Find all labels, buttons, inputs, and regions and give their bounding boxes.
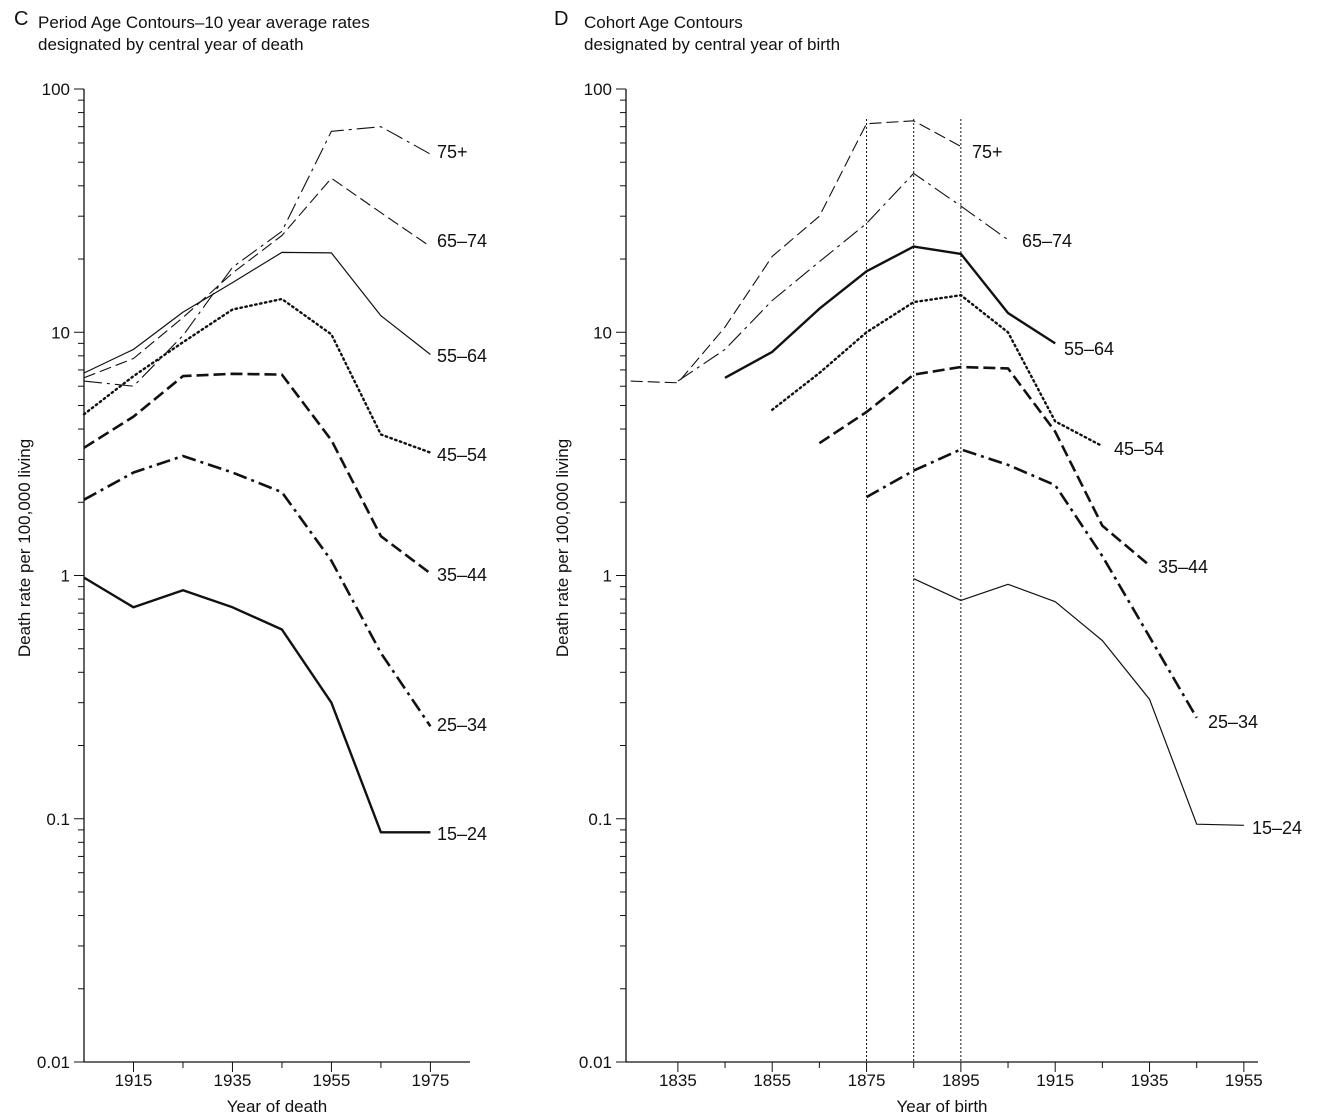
chart-d-x-axis-label: Year of birth bbox=[896, 1097, 987, 1116]
chart-d-y-tick-label: 10 bbox=[593, 323, 612, 342]
chart-c-y-tick-label: 0.01 bbox=[37, 1053, 70, 1072]
chart-d-y-tick-label: 0.01 bbox=[579, 1053, 612, 1072]
chart-c-y-tick-label: 100 bbox=[42, 80, 70, 99]
chart-d-series-label: 15–24 bbox=[1252, 818, 1302, 838]
chart-d-y-tick-label: 100 bbox=[584, 80, 612, 99]
chart-c-series-label: 45–54 bbox=[437, 445, 487, 465]
chart-c-x-tick-label: 1915 bbox=[115, 1071, 153, 1090]
chart-d-x-tick-label: 1915 bbox=[1036, 1071, 1074, 1090]
chart-c-series-label: 65–74 bbox=[437, 231, 487, 251]
chart-d-x-tick-label: 1855 bbox=[753, 1071, 791, 1090]
chart-c-series-label: 35–44 bbox=[437, 565, 487, 585]
chart-d-y-tick-label: 1 bbox=[603, 567, 612, 586]
chart-c-series-label: 15–24 bbox=[437, 824, 487, 844]
chart-c-x-tick-label: 1975 bbox=[411, 1071, 449, 1090]
chart-d-series-line bbox=[913, 578, 1244, 826]
panel-d-title: Cohort Age Contours designated by centra… bbox=[584, 13, 841, 54]
chart-c-y-axis-label: Death rate per 100,000 living bbox=[15, 439, 34, 657]
chart-c-series-line bbox=[83, 126, 431, 387]
chart-d-x-tick-label: 1955 bbox=[1225, 1071, 1263, 1090]
chart-c-series-line bbox=[83, 576, 431, 834]
panel-c-title: Period Age Contours–10 year average rate… bbox=[38, 13, 370, 54]
chart-d-x-tick-label: 1935 bbox=[1131, 1071, 1169, 1090]
chart-c-series-line bbox=[83, 177, 431, 379]
chart-d-series-label: 55–64 bbox=[1064, 339, 1114, 359]
chart-d-series-label: 45–54 bbox=[1114, 439, 1164, 459]
chart-d-x-tick-label: 1895 bbox=[942, 1071, 980, 1090]
chart-c-series-line bbox=[83, 372, 432, 575]
chart-c-series-label: 25–34 bbox=[437, 715, 487, 735]
chart-c-x-axis-label: Year of death bbox=[227, 1097, 328, 1116]
chart-d-series-line bbox=[865, 448, 1198, 719]
chart-d-x-tick-label: 1835 bbox=[659, 1071, 697, 1090]
chart-d-series-line bbox=[630, 120, 962, 384]
chart-d-series-line bbox=[818, 365, 1151, 567]
chart-d-x-tick-label: 1875 bbox=[848, 1071, 886, 1090]
chart-c-y-tick-label: 0.1 bbox=[46, 810, 70, 829]
chart-d-series-label: 65–74 bbox=[1022, 231, 1072, 251]
chart-c-x-tick-label: 1935 bbox=[214, 1071, 252, 1090]
chart-c-y-tick-label: 1 bbox=[61, 567, 70, 586]
chart-d-y-tick-label: 0.1 bbox=[588, 810, 612, 829]
chart-c-series-line bbox=[83, 251, 431, 374]
chart-c-series-line bbox=[83, 454, 432, 728]
chart-d-series-line bbox=[724, 245, 1056, 379]
chart-c-y-tick-label: 10 bbox=[51, 323, 70, 342]
chart-d-series-label: 35–44 bbox=[1158, 557, 1208, 577]
chart-d-series-line bbox=[677, 172, 1009, 382]
chart-d-series-line bbox=[771, 294, 1104, 448]
chart-d-series-label: 75+ bbox=[972, 142, 1003, 162]
chart-c-series-label: 55–64 bbox=[437, 346, 487, 366]
chart-d-series-label: 25–34 bbox=[1208, 712, 1258, 732]
chart-c-series-line bbox=[82, 297, 432, 454]
panel-d-letter: D bbox=[554, 8, 569, 30]
chart-d-y-axis-label: Death rate per 100,000 living bbox=[553, 439, 572, 657]
panel-c-letter: C bbox=[14, 8, 29, 30]
chart-c-x-tick-label: 1955 bbox=[313, 1071, 351, 1090]
chart-c-series-label: 75+ bbox=[437, 142, 468, 162]
